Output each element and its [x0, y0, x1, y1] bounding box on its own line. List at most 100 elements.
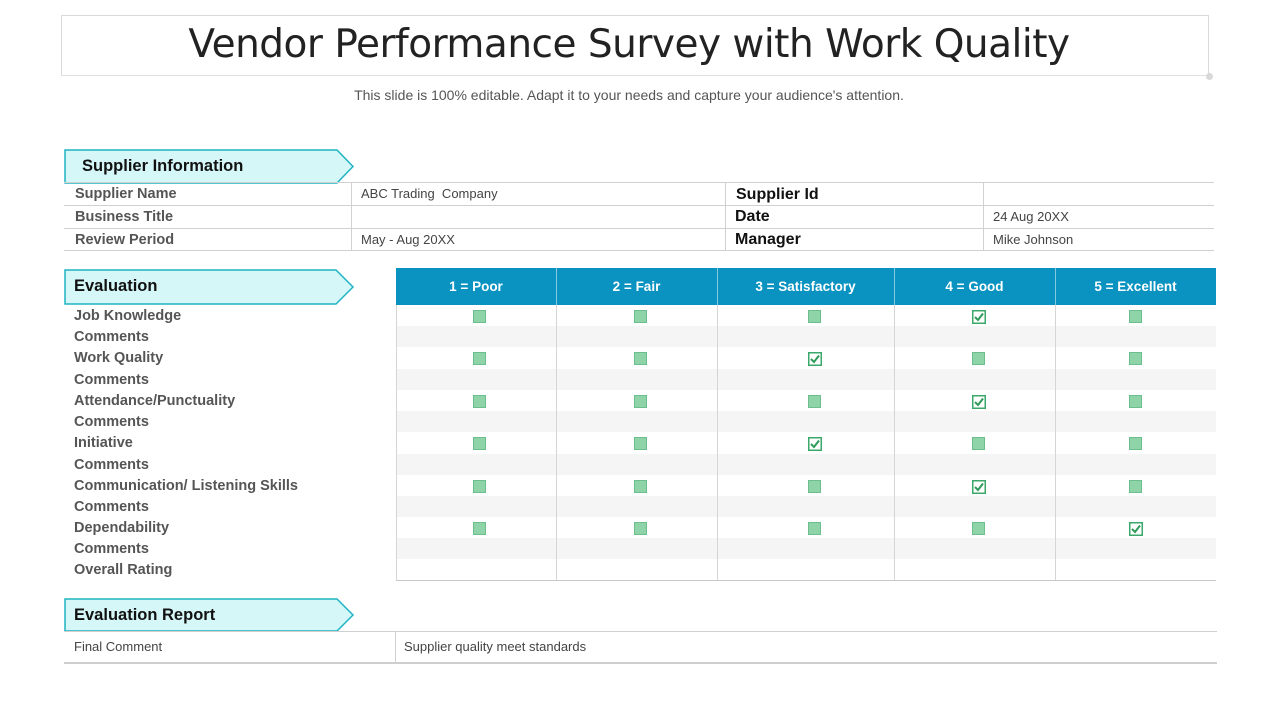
rating-checkbox[interactable]	[473, 352, 486, 365]
divider	[894, 305, 895, 581]
supplier-id-label: Supplier Id	[736, 186, 819, 203]
rating-checkbox[interactable]	[808, 395, 821, 408]
rating-checkbox[interactable]	[473, 310, 486, 323]
rating-column-header: 5 = Excellent	[1094, 279, 1177, 294]
checked-checkbox[interactable]	[972, 395, 986, 409]
check-mark-icon	[808, 352, 822, 366]
divider	[351, 182, 352, 251]
rating-checkbox[interactable]	[634, 437, 647, 450]
criterion-label: Dependability	[74, 520, 170, 536]
comment-row-label: Comments	[74, 372, 149, 388]
section-tag-evaluation: Evaluation	[64, 269, 355, 305]
divider	[1055, 268, 1056, 305]
comment-row-bg	[396, 454, 1216, 475]
rating-checkbox[interactable]	[634, 352, 647, 365]
rating-checkbox[interactable]	[634, 480, 647, 493]
divider	[64, 182, 1214, 183]
section-title-supplier-information: Supplier Information	[82, 157, 244, 175]
rating-checkbox[interactable]	[634, 522, 647, 535]
divider	[894, 268, 895, 305]
comment-row-bg	[396, 411, 1216, 432]
page-title: Vendor Performance Survey with Work Qual…	[188, 22, 1070, 67]
rating-checkbox[interactable]	[1129, 437, 1142, 450]
divider	[64, 250, 1214, 251]
divider	[556, 305, 557, 581]
final-comment-value: Supplier quality meet standards	[404, 639, 587, 654]
comment-row-label: Comments	[74, 329, 149, 345]
criterion-label: Communication/ Listening Skills	[74, 478, 298, 494]
checked-checkbox[interactable]	[972, 480, 986, 494]
section-tag-evaluation-report: Evaluation Report	[64, 598, 355, 633]
check-mark-icon	[1129, 522, 1143, 536]
checked-checkbox[interactable]	[1129, 522, 1143, 536]
final-comment-label: Final Comment	[74, 639, 163, 654]
divider	[64, 662, 1217, 664]
rating-column-header: 2 = Fair	[612, 279, 661, 294]
manager-value: Mike Johnson	[993, 232, 1074, 247]
criterion-label: Attendance/Punctuality	[74, 393, 236, 409]
page-subtitle: This slide is 100% editable. Adapt it to…	[354, 87, 904, 103]
criterion-label: Overall Rating	[74, 562, 173, 578]
check-mark-icon	[972, 480, 986, 494]
rating-checkbox[interactable]	[473, 395, 486, 408]
rating-checkbox[interactable]	[972, 437, 985, 450]
review-period-label: Review Period	[75, 232, 175, 248]
business-title-label: Business Title	[75, 209, 174, 225]
divider	[395, 631, 396, 664]
manager-label: Manager	[735, 231, 801, 248]
date-label: Date	[735, 208, 770, 225]
comment-row-bg	[396, 496, 1216, 517]
rating-checkbox[interactable]	[808, 480, 821, 493]
check-mark-icon	[972, 310, 986, 324]
checked-checkbox[interactable]	[972, 310, 986, 324]
comment-row-bg	[396, 326, 1216, 347]
divider	[396, 580, 1216, 581]
comment-row-bg	[396, 369, 1216, 390]
divider	[1055, 305, 1056, 581]
review-period-value: May - Aug 20XX	[361, 232, 455, 247]
divider	[64, 631, 1217, 632]
supplier-name-value: ABC Trading Company	[361, 186, 498, 201]
divider	[396, 305, 397, 581]
comment-row-label: Comments	[74, 414, 149, 430]
section-title-evaluation: Evaluation	[74, 277, 158, 295]
rating-column-header: 3 = Satisfactory	[755, 279, 856, 294]
comment-row-label: Comments	[74, 457, 149, 473]
rating-column-header: 4 = Good	[945, 279, 1004, 294]
supplier-name-label: Supplier Name	[75, 186, 177, 202]
divider	[717, 268, 718, 305]
criterion-label: Initiative	[74, 435, 133, 451]
rating-checkbox[interactable]	[808, 310, 821, 323]
rating-checkbox[interactable]	[473, 437, 486, 450]
rating-checkbox[interactable]	[1129, 352, 1142, 365]
checked-checkbox[interactable]	[808, 437, 822, 451]
rating-checkbox[interactable]	[1129, 310, 1142, 323]
divider	[717, 305, 718, 581]
rating-checkbox[interactable]	[634, 395, 647, 408]
rating-checkbox[interactable]	[473, 522, 486, 535]
rating-checkbox[interactable]	[808, 522, 821, 535]
rating-checkbox[interactable]	[1129, 395, 1142, 408]
divider	[983, 182, 984, 251]
rating-checkbox[interactable]	[972, 352, 985, 365]
rating-column-header: 1 = Poor	[449, 279, 503, 294]
rating-checkbox[interactable]	[972, 522, 985, 535]
comment-row-bg	[396, 538, 1216, 559]
section-title-evaluation-report: Evaluation Report	[74, 606, 216, 624]
rating-checkbox[interactable]	[634, 310, 647, 323]
rating-checkbox[interactable]	[1129, 480, 1142, 493]
comment-row-label: Comments	[74, 499, 149, 515]
criterion-label: Work Quality	[74, 350, 164, 366]
divider	[725, 182, 726, 251]
comment-row-label: Comments	[74, 541, 149, 557]
check-mark-icon	[808, 437, 822, 451]
date-value: 24 Aug 20XX	[993, 209, 1069, 224]
checked-checkbox[interactable]	[808, 352, 822, 366]
title-frame-dot	[1206, 73, 1213, 80]
rating-header-bar	[396, 268, 1216, 305]
section-tag-supplier-information: Supplier Information	[64, 149, 355, 184]
criterion-label: Job Knowledge	[74, 308, 182, 324]
title-frame	[61, 15, 1209, 76]
divider	[556, 268, 557, 305]
rating-checkbox[interactable]	[473, 480, 486, 493]
